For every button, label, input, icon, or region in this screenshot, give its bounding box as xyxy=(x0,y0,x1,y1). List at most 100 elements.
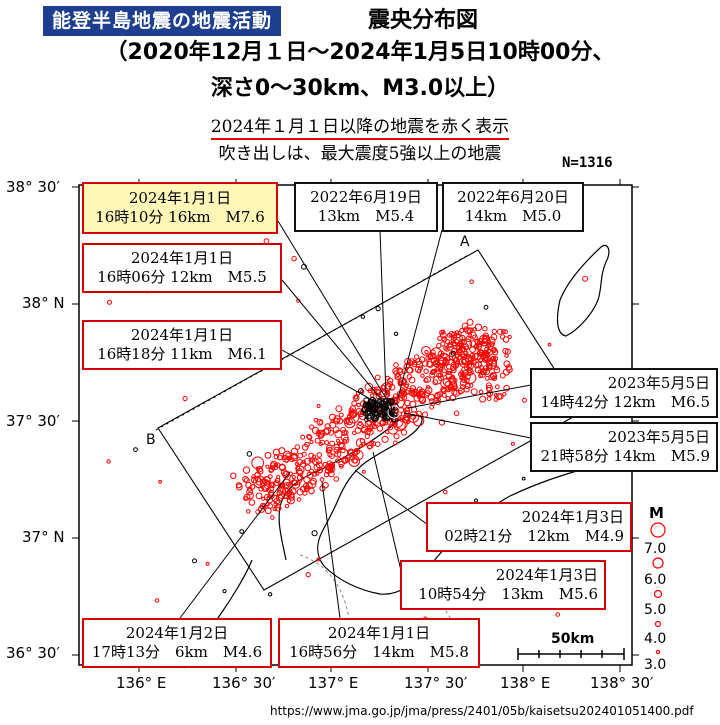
lon-label-137: 137° E xyxy=(308,674,358,692)
epicenter-dot xyxy=(393,418,406,432)
epicenter-dot xyxy=(222,589,227,594)
epicenter-dot xyxy=(482,326,488,332)
epicenter-dot xyxy=(338,441,345,449)
epicenter-dot xyxy=(358,388,364,394)
epicenter-dot xyxy=(356,402,361,408)
epicenter-dot xyxy=(393,370,399,375)
epicenter-dot xyxy=(269,462,277,469)
epicenter-dot xyxy=(471,355,476,360)
epicenter-dot xyxy=(296,497,302,502)
epicenter-dot xyxy=(310,477,317,485)
epicenter-dot xyxy=(284,503,290,509)
epicenter-dot xyxy=(466,367,473,373)
epicenter-dot xyxy=(432,375,442,385)
epicenter-dot xyxy=(249,484,256,490)
epicenter-dot xyxy=(338,412,344,418)
lon-label-136: 136° E xyxy=(116,674,166,692)
epicenter-dot xyxy=(457,347,463,353)
epicenter-dot xyxy=(243,477,250,484)
epicenter-dot xyxy=(391,396,398,404)
epicenter-dot xyxy=(452,357,460,365)
epicenter-dot xyxy=(291,479,299,486)
epicenter-dot xyxy=(334,450,342,458)
epicenter-dot xyxy=(361,406,369,414)
lat-label-37: 37° N xyxy=(22,528,65,546)
epicenter-dot xyxy=(427,393,435,401)
epicenter-dot xyxy=(405,406,410,412)
epicenter-dot xyxy=(251,474,256,479)
epicenter-dot xyxy=(308,452,315,459)
epicenter-dot xyxy=(411,406,418,413)
epicenter-dot xyxy=(405,387,412,395)
epicenter-dot xyxy=(248,499,256,506)
epicenter-dot xyxy=(243,496,248,501)
epicenter-dot xyxy=(328,429,334,436)
epicenter-dot xyxy=(467,362,475,370)
epicenter-dot xyxy=(352,394,360,402)
legend-circle-4 xyxy=(654,620,662,628)
epicenter-dot xyxy=(367,444,373,450)
epicenter-dot xyxy=(436,354,442,360)
epicenter-dot xyxy=(375,441,381,448)
callout-m5-5: 2024年1月1日 16時06分 12km M5.5 xyxy=(82,243,282,293)
epicenter-dot xyxy=(503,360,511,368)
epicenter-dot xyxy=(374,405,380,410)
legend-mag-5: 5.0 xyxy=(644,602,667,618)
epicenter-dot xyxy=(582,275,589,282)
epicenter-dot xyxy=(418,396,427,405)
epicenter-dot xyxy=(472,327,477,332)
epicenter-dot xyxy=(364,433,370,439)
epicenter-dot xyxy=(278,463,286,471)
epicenter-dot xyxy=(458,343,464,349)
epicenter-dot xyxy=(415,358,422,365)
epicenter-dot xyxy=(472,334,478,341)
epicenter-dot xyxy=(192,558,197,564)
epicenter-dot xyxy=(482,349,490,357)
epicenter-dot xyxy=(246,491,254,500)
epicenter-dot xyxy=(441,353,448,360)
epicenter-dot xyxy=(265,464,270,469)
epicenter-dot xyxy=(345,457,351,463)
callout-m5-9: 2023年5月5日 21時58分 14km M5.9 xyxy=(530,422,718,472)
epicenter-dot xyxy=(487,336,496,345)
epicenter-dot xyxy=(258,485,265,492)
profile-label-a: A xyxy=(460,234,470,250)
epicenter-dot xyxy=(245,509,251,514)
epicenter-dot xyxy=(324,440,330,446)
epicenter-dot xyxy=(341,456,349,464)
epicenter-dot xyxy=(521,397,527,403)
epicenter-dot xyxy=(309,424,315,430)
event-count: N=1316 xyxy=(562,155,613,171)
epicenter-dot xyxy=(398,394,405,402)
epicenter-dot xyxy=(362,403,369,409)
epicenter-dot xyxy=(282,455,290,463)
epicenter-dot xyxy=(494,365,499,371)
epicenter-dot xyxy=(286,498,292,504)
epicenter-dot xyxy=(154,598,160,603)
epicenter-dot xyxy=(274,504,282,512)
epicenter-dot xyxy=(424,376,432,383)
epicenter-dot xyxy=(470,388,478,396)
epicenter-dot xyxy=(493,356,499,361)
epicenter-dot xyxy=(478,338,484,344)
epicenter-dot xyxy=(353,395,359,400)
epicenter-dot xyxy=(504,348,511,355)
epicenter-dot xyxy=(367,427,373,433)
epicenter-dot xyxy=(268,467,274,473)
epicenter-dot xyxy=(276,454,283,461)
epicenter-dot xyxy=(295,465,305,475)
epicenter-dot xyxy=(460,376,468,384)
epicenter-dot xyxy=(329,421,337,429)
epicenter-dot xyxy=(351,450,358,457)
epicenter-dot xyxy=(482,332,489,339)
epicenter-dot xyxy=(381,435,389,443)
epicenter-dot xyxy=(482,335,487,340)
epicenter-dot xyxy=(379,418,387,426)
epicenter-dot xyxy=(469,279,474,285)
callout-2022-06-20: 2022年6月20日 14km M5.0 xyxy=(442,182,584,232)
epicenter-dot xyxy=(409,387,415,393)
epicenter-dot xyxy=(416,391,422,398)
epicenter-dot xyxy=(340,426,347,433)
epicenter-dot xyxy=(315,457,323,465)
epicenter-dot xyxy=(393,440,398,446)
